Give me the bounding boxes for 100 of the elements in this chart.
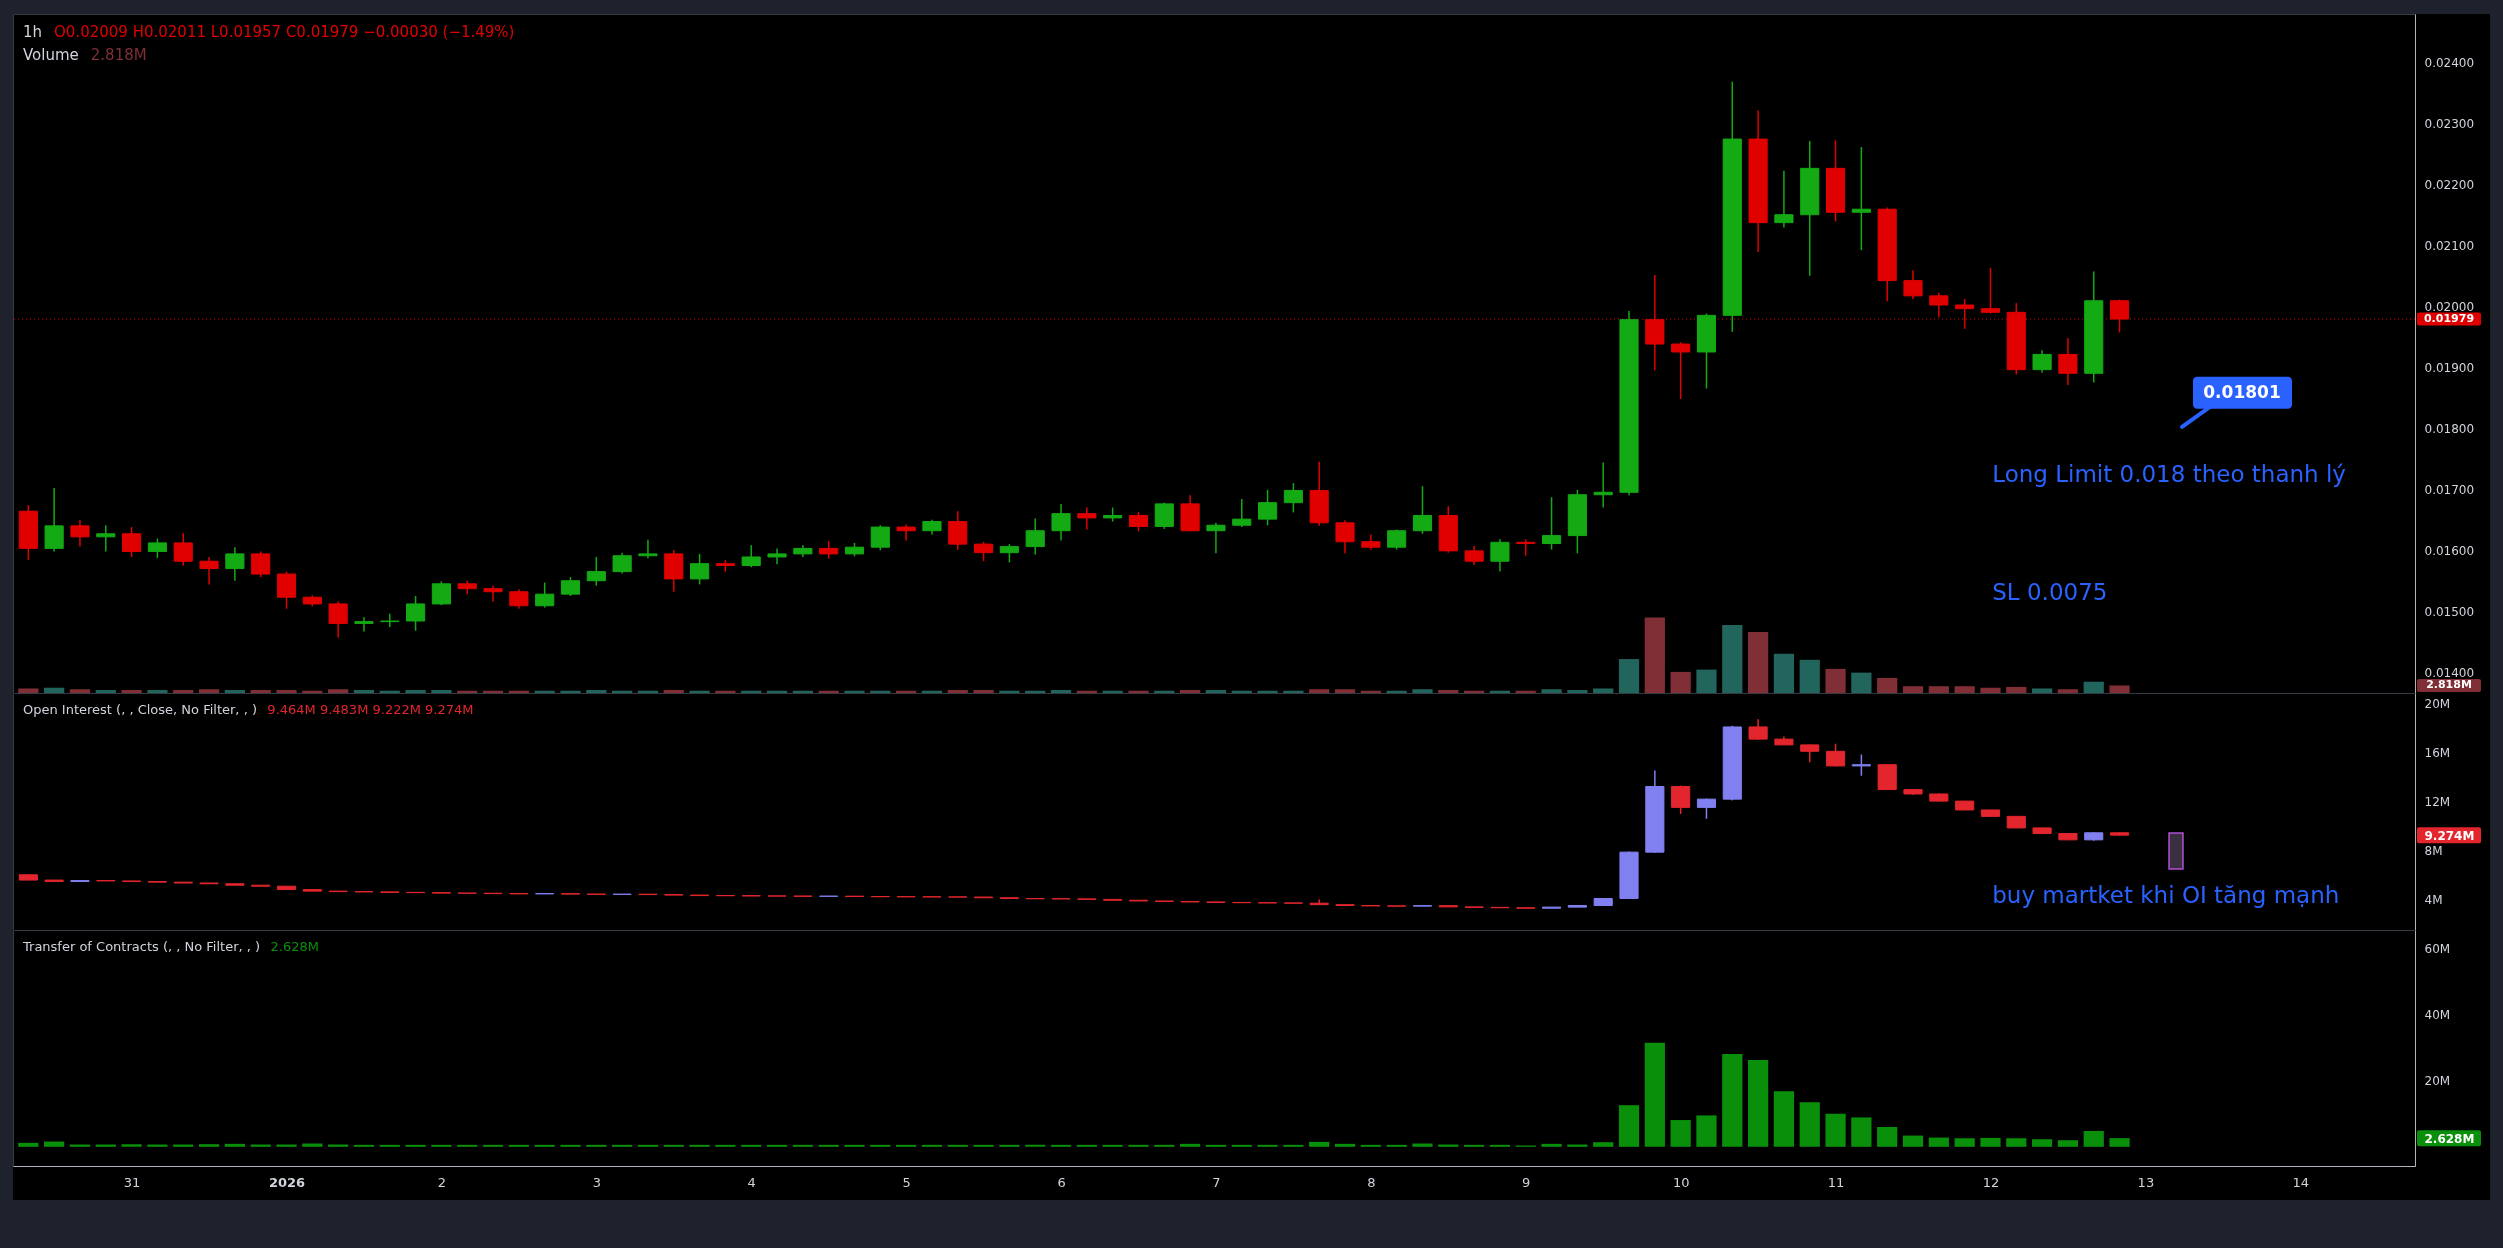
candlestick <box>999 897 1019 900</box>
candlestick <box>1438 905 1458 908</box>
bar <box>2083 1130 2104 1147</box>
bar <box>44 1141 65 1147</box>
candlestick <box>1412 485 1433 535</box>
bar <box>1309 1141 1330 1147</box>
x-tick-label: 4 <box>747 1174 756 1190</box>
x-tick-label: 8 <box>1367 1174 1376 1190</box>
bar <box>1050 689 1072 693</box>
candlestick <box>586 556 606 587</box>
candlestick <box>1180 900 1200 903</box>
bar <box>1618 659 1640 693</box>
x-tick-label: 11 <box>1827 1174 1845 1190</box>
candlestick <box>1541 906 1562 909</box>
bar <box>1747 631 1769 693</box>
bar <box>1412 1143 1433 1147</box>
bar <box>1696 669 1717 693</box>
candlestick <box>1825 743 1846 768</box>
candlestick <box>1490 538 1510 573</box>
bar <box>1928 1137 1949 1147</box>
text: Transfer of Contracts (, , No Filter, , ) <box>23 939 261 954</box>
candlestick <box>70 518 90 548</box>
bar <box>121 689 142 693</box>
x-tick-label: 5 <box>902 1174 911 1190</box>
bar <box>1851 1117 1872 1147</box>
candlestick <box>1541 496 1562 551</box>
candlestick <box>870 524 890 551</box>
bar <box>1567 689 1588 693</box>
bar <box>1257 690 1278 693</box>
x-tick-label: 12 <box>1982 1174 2000 1190</box>
candlestick <box>1335 904 1355 907</box>
bar <box>1128 690 1149 693</box>
candlestick <box>560 576 581 597</box>
candlestick <box>225 883 245 886</box>
bar <box>1954 1138 1975 1147</box>
candlestick <box>974 896 994 899</box>
text: 2.628M <box>270 939 319 954</box>
candlestick <box>225 546 245 582</box>
candlestick <box>44 879 64 883</box>
candlestick <box>741 544 761 569</box>
y-tick-label: 0.01900 <box>2424 360 2475 375</box>
y-tick-label: 40M <box>2424 1008 2451 1023</box>
y-tick-label: 0.01800 <box>2424 421 2475 436</box>
bar <box>198 1144 220 1147</box>
bar <box>1670 1120 1691 1147</box>
candlestick <box>535 581 555 609</box>
bar <box>1205 689 1227 693</box>
bar <box>1412 689 1433 693</box>
bar <box>2083 681 2104 693</box>
bar <box>1593 688 1614 693</box>
candlestick <box>251 884 271 887</box>
bar <box>999 690 1020 693</box>
candlestick <box>1128 899 1149 902</box>
bar <box>1722 625 1743 693</box>
candlestick <box>1774 170 1794 229</box>
bar <box>1877 1127 1898 1147</box>
candlestick <box>509 588 529 610</box>
bar <box>689 690 710 693</box>
bar <box>1541 1143 1562 1147</box>
bar <box>1980 1137 2001 1147</box>
candlestick <box>406 595 426 632</box>
candlestick <box>1335 519 1355 555</box>
candlestick <box>1283 482 1303 514</box>
bar <box>1644 617 1665 693</box>
x-tick-label: 2 <box>437 1174 447 1190</box>
bar <box>173 689 194 693</box>
y-tick-label: 0.02400 <box>2424 55 2475 70</box>
bar <box>1799 659 1820 693</box>
candlestick <box>1232 498 1252 528</box>
candlestick <box>999 543 1019 564</box>
candlestick <box>18 874 38 881</box>
candlestick <box>1103 898 1123 901</box>
bar <box>328 689 349 693</box>
bar <box>1799 1102 1820 1147</box>
bar <box>1825 1113 1846 1147</box>
bar <box>586 689 607 693</box>
bar <box>844 690 865 693</box>
bar <box>276 689 297 693</box>
bar <box>1902 1135 1924 1147</box>
y-tick-label: 0.02200 <box>2424 177 2475 192</box>
candlestick <box>1980 267 2001 315</box>
bar <box>224 1143 245 1147</box>
bar <box>2057 689 2079 693</box>
bar <box>1618 1105 1640 1147</box>
chart-subtitle: 2.818M <box>90 46 147 64</box>
candlestick <box>948 510 968 551</box>
candlestick <box>1258 489 1278 526</box>
candlestick <box>1696 797 1717 820</box>
x-tick-label: 6 <box>1057 1174 1066 1190</box>
candlestick <box>44 487 64 553</box>
x-tick-label: 3 <box>592 1174 601 1190</box>
candlestick <box>1671 784 1691 815</box>
y-tick-label: 0.02300 <box>2424 116 2475 131</box>
candlestick <box>1051 503 1071 542</box>
candlestick <box>1671 341 1691 400</box>
text: 9.464M 9.483M 9.222M 9.274M <box>267 702 474 717</box>
bar <box>973 689 994 693</box>
x-tick-label: 13 <box>2137 1174 2155 1190</box>
bar <box>2031 688 2053 693</box>
bar <box>405 689 426 693</box>
